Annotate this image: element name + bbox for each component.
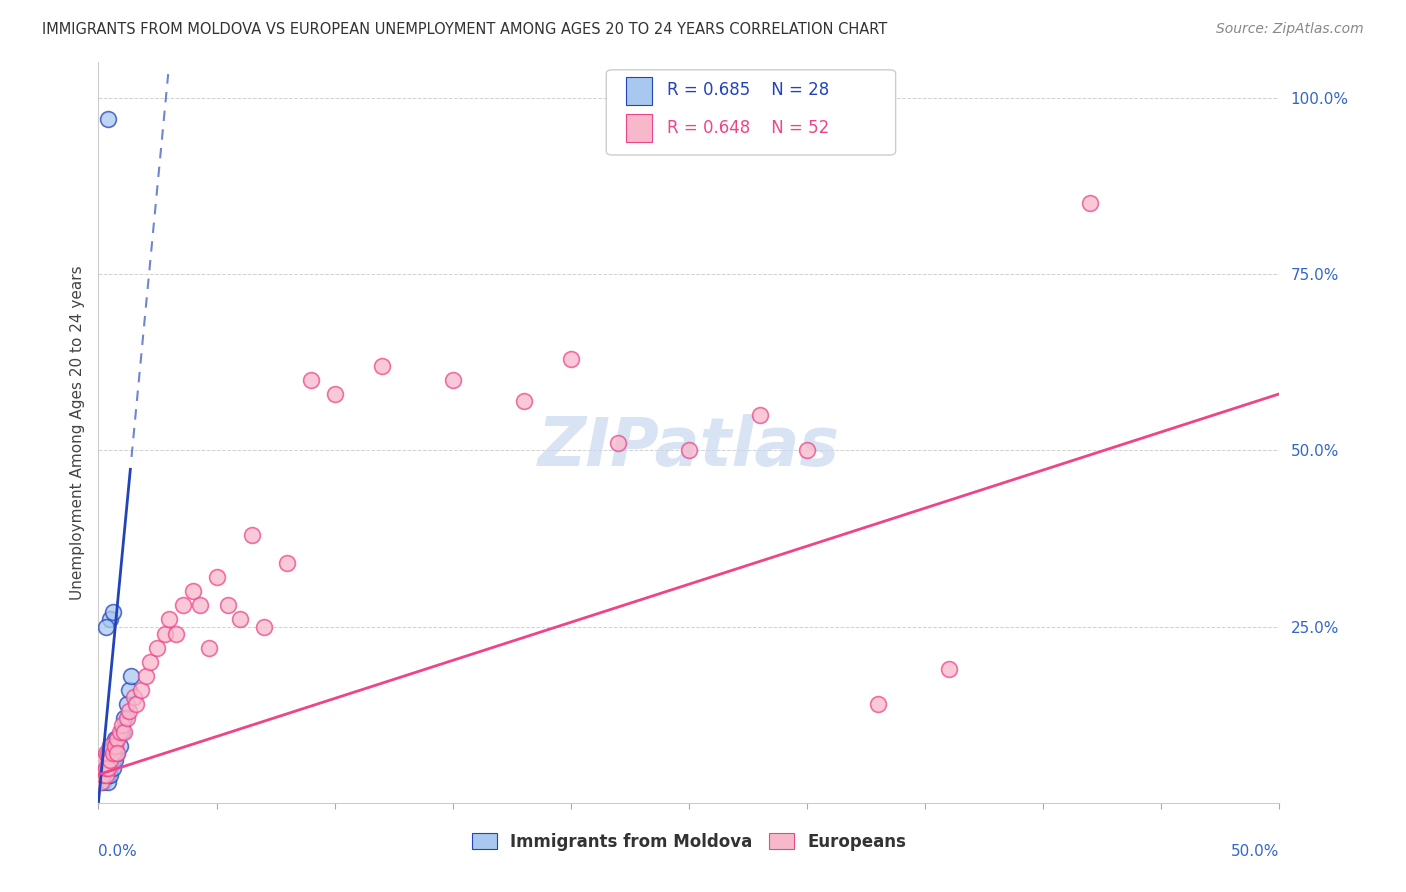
Point <box>118 704 141 718</box>
Point <box>108 725 131 739</box>
FancyBboxPatch shape <box>606 70 896 155</box>
Point <box>91 754 114 768</box>
Y-axis label: Unemployment Among Ages 20 to 24 years: Unemployment Among Ages 20 to 24 years <box>69 265 84 600</box>
Point <box>98 760 121 774</box>
Point <box>181 584 204 599</box>
Point <box>97 767 120 781</box>
Point <box>111 718 134 732</box>
Point <box>240 528 263 542</box>
Point <box>1080 196 1102 211</box>
Point <box>796 443 818 458</box>
Point <box>91 774 114 789</box>
Point <box>118 683 141 698</box>
Point <box>101 747 124 761</box>
Point <box>678 443 700 458</box>
Point <box>115 711 138 725</box>
Point <box>153 626 176 640</box>
Point <box>115 697 138 711</box>
Point <box>139 655 162 669</box>
Point <box>229 612 252 626</box>
Point <box>135 669 157 683</box>
Point <box>94 619 117 633</box>
Point <box>105 732 128 747</box>
Text: ZIPatlas: ZIPatlas <box>538 415 839 481</box>
Point <box>299 373 322 387</box>
Text: 50.0%: 50.0% <box>1232 844 1279 858</box>
Point <box>97 747 120 761</box>
Point <box>98 767 121 781</box>
Point <box>101 754 124 768</box>
FancyBboxPatch shape <box>626 77 652 104</box>
Point <box>866 697 889 711</box>
Point <box>101 606 124 620</box>
Point <box>94 760 117 774</box>
Legend: Immigrants from Moldova, Europeans: Immigrants from Moldova, Europeans <box>465 826 912 857</box>
Point <box>560 351 582 366</box>
Point <box>94 747 117 761</box>
Point <box>97 760 120 774</box>
Point <box>323 387 346 401</box>
Point <box>512 393 534 408</box>
Point <box>94 760 117 774</box>
Point <box>165 626 187 640</box>
Point <box>441 373 464 387</box>
Point <box>205 570 228 584</box>
Point <box>97 112 120 126</box>
Point <box>172 599 194 613</box>
Text: R = 0.685    N = 28: R = 0.685 N = 28 <box>666 81 828 99</box>
Point <box>122 690 145 704</box>
Point <box>101 760 124 774</box>
Point <box>98 739 121 754</box>
Point <box>101 739 124 754</box>
Point <box>97 774 120 789</box>
Point <box>112 711 135 725</box>
Point <box>97 754 120 768</box>
Point <box>105 747 128 761</box>
Point <box>91 767 114 781</box>
Point <box>217 599 239 613</box>
Text: IMMIGRANTS FROM MOLDOVA VS EUROPEAN UNEMPLOYMENT AMONG AGES 20 TO 24 YEARS CORRE: IMMIGRANTS FROM MOLDOVA VS EUROPEAN UNEM… <box>42 22 887 37</box>
Point <box>98 754 121 768</box>
Text: 0.0%: 0.0% <box>98 844 138 858</box>
Point <box>98 612 121 626</box>
Point <box>146 640 169 655</box>
Point <box>94 767 117 781</box>
Point <box>371 359 394 373</box>
Point <box>104 754 127 768</box>
FancyBboxPatch shape <box>626 114 652 142</box>
Point <box>108 739 131 754</box>
Point <box>98 747 121 761</box>
Point <box>253 619 276 633</box>
Point <box>104 732 127 747</box>
Point <box>276 556 298 570</box>
Point <box>104 739 127 754</box>
Point <box>94 767 117 781</box>
Point <box>111 725 134 739</box>
Point <box>125 697 148 711</box>
Point <box>90 760 112 774</box>
Point <box>157 612 180 626</box>
Point <box>105 747 128 761</box>
Point <box>112 725 135 739</box>
Point <box>90 774 112 789</box>
Point <box>104 747 127 761</box>
Text: Source: ZipAtlas.com: Source: ZipAtlas.com <box>1216 22 1364 37</box>
Point <box>98 739 121 754</box>
Point <box>129 683 152 698</box>
Point <box>607 436 630 450</box>
Point <box>105 732 128 747</box>
Point <box>938 662 960 676</box>
Point <box>188 599 211 613</box>
Point <box>748 408 770 422</box>
Point <box>198 640 221 655</box>
Text: R = 0.648    N = 52: R = 0.648 N = 52 <box>666 119 828 137</box>
Point <box>121 669 143 683</box>
